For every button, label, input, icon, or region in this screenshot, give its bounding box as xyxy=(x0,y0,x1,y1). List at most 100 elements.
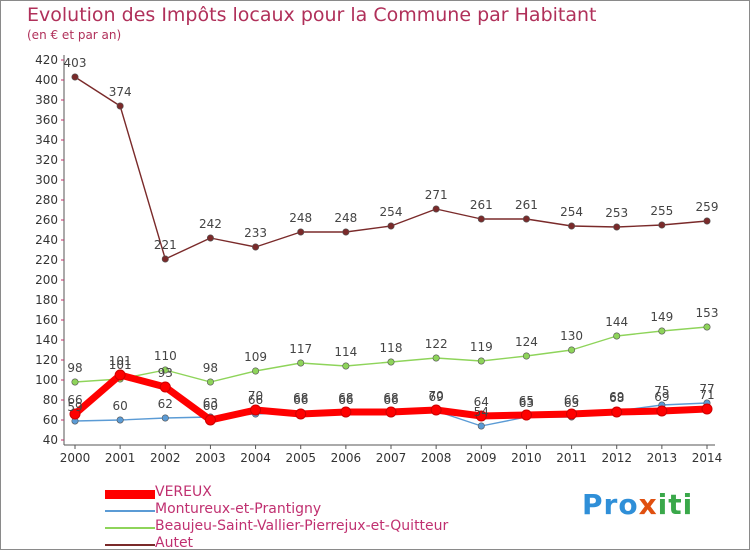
data-label-3: 403 xyxy=(64,56,87,70)
data-label-0: 68 xyxy=(383,391,398,405)
series-point-0 xyxy=(159,381,171,393)
data-label-1: 59 xyxy=(67,400,82,414)
data-label-2: 98 xyxy=(67,361,82,375)
data-label-2: 109 xyxy=(244,350,267,364)
series-point-0 xyxy=(611,406,623,418)
series-point-0 xyxy=(520,409,532,421)
series-point-2 xyxy=(477,357,485,365)
y-tick-label: 420 xyxy=(35,53,58,67)
legend-swatch-montureux xyxy=(105,510,155,512)
data-label-0: 101 xyxy=(109,354,132,368)
data-label-2: 122 xyxy=(425,337,448,351)
data-label-2: 144 xyxy=(605,315,628,329)
y-tick-label: 220 xyxy=(35,253,58,267)
y-tick-label: 60 xyxy=(43,413,58,427)
data-label-0: 66 xyxy=(67,393,82,407)
data-labels-layer: 403 374 221 242 233 248 248 254 271 261 261 254 253 2… xyxy=(64,56,719,419)
data-label-3: 221 xyxy=(154,238,177,252)
data-label-2: 124 xyxy=(515,335,538,349)
series-point-0 xyxy=(701,403,713,415)
legend-label-montureux: Montureux-et-Prantigny xyxy=(155,501,322,517)
data-label-0: 70 xyxy=(429,389,444,403)
data-label-3: 255 xyxy=(650,204,673,218)
series-point-1 xyxy=(477,422,485,430)
data-label-2: 149 xyxy=(650,310,673,324)
data-label-2: 114 xyxy=(334,345,357,359)
data-label-2: 130 xyxy=(560,329,583,343)
series-point-2 xyxy=(613,332,621,340)
data-label-3: 261 xyxy=(470,198,493,212)
legend-label-vereux: VEREUX xyxy=(155,484,212,500)
series-point-0 xyxy=(475,410,487,422)
data-label-2: 98 xyxy=(203,361,218,375)
data-label-3: 271 xyxy=(425,188,448,202)
series-point-0 xyxy=(295,408,307,420)
y-tick-label: 80 xyxy=(43,393,58,407)
data-label-1: 69 xyxy=(609,390,624,404)
legend-swatch-vereux xyxy=(105,490,155,499)
series-point-3 xyxy=(297,228,305,236)
series-point-3 xyxy=(252,243,260,251)
data-label-1: 62 xyxy=(158,397,173,411)
x-tick-label: 2006 xyxy=(331,451,362,465)
x-tick-label: 2005 xyxy=(285,451,316,465)
data-label-3: 242 xyxy=(199,217,222,231)
data-label-3: 248 xyxy=(334,211,357,225)
x-tick-label: 2014 xyxy=(692,451,723,465)
chart-title: Evolution des Impôts locaux pour la Comm… xyxy=(27,4,597,26)
x-tick-label: 2000 xyxy=(60,451,91,465)
series-point-3 xyxy=(206,234,214,242)
x-tick-label: 2012 xyxy=(601,451,632,465)
data-label-0: 66 xyxy=(293,393,308,407)
data-label-0: 68 xyxy=(609,391,624,405)
series-point-3 xyxy=(71,73,79,81)
data-label-2: 101 xyxy=(109,358,132,372)
logo-part-3: iti xyxy=(657,488,694,521)
series-point-0 xyxy=(69,408,81,420)
chart-subtitle: (en € et par an) xyxy=(27,28,122,42)
series-point-2 xyxy=(71,378,79,386)
x-tick-label: 2010 xyxy=(511,451,542,465)
data-label-0: 68 xyxy=(338,391,353,405)
series-point-3 xyxy=(161,255,169,263)
series-point-2 xyxy=(297,359,305,367)
series-point-3 xyxy=(387,222,395,230)
logo-part-2: x xyxy=(638,488,658,521)
data-label-2: 117 xyxy=(289,342,312,356)
series-point-2 xyxy=(432,354,440,362)
series-point-2 xyxy=(206,378,214,386)
y-tick-label: 280 xyxy=(35,193,58,207)
series-point-2 xyxy=(658,327,666,335)
series-point-0 xyxy=(204,414,216,426)
data-label-1: 66 xyxy=(248,393,263,407)
y-tick-label: 140 xyxy=(35,333,58,347)
series-point-3 xyxy=(658,221,666,229)
data-label-1: 66 xyxy=(338,393,353,407)
data-label-1: 63 xyxy=(519,396,534,410)
data-label-2: 119 xyxy=(470,340,493,354)
y-tick-label: 300 xyxy=(35,173,58,187)
data-label-1: 63 xyxy=(564,396,579,410)
data-label-1: 75 xyxy=(654,384,669,398)
data-label-1: 63 xyxy=(203,396,218,410)
data-label-3: 261 xyxy=(515,198,538,212)
series-point-2 xyxy=(387,358,395,366)
x-tick-label: 2007 xyxy=(376,451,407,465)
data-label-1: 66 xyxy=(383,393,398,407)
y-tick-label: 240 xyxy=(35,233,58,247)
series-point-3 xyxy=(342,228,350,236)
x-tick-label: 2008 xyxy=(421,451,452,465)
proxiti-logo: Proxiti xyxy=(582,488,693,521)
logo-part-1: Pro xyxy=(582,488,639,521)
series-point-3 xyxy=(477,215,485,223)
series-point-0 xyxy=(385,406,397,418)
series-point-2 xyxy=(252,367,260,375)
series-point-3 xyxy=(522,215,530,223)
data-label-0: 93 xyxy=(158,366,173,380)
data-label-0: 70 xyxy=(248,389,263,403)
y-tick-label: 200 xyxy=(35,273,58,287)
data-label-1: 54 xyxy=(474,405,489,419)
x-tick-label: 2002 xyxy=(150,451,181,465)
